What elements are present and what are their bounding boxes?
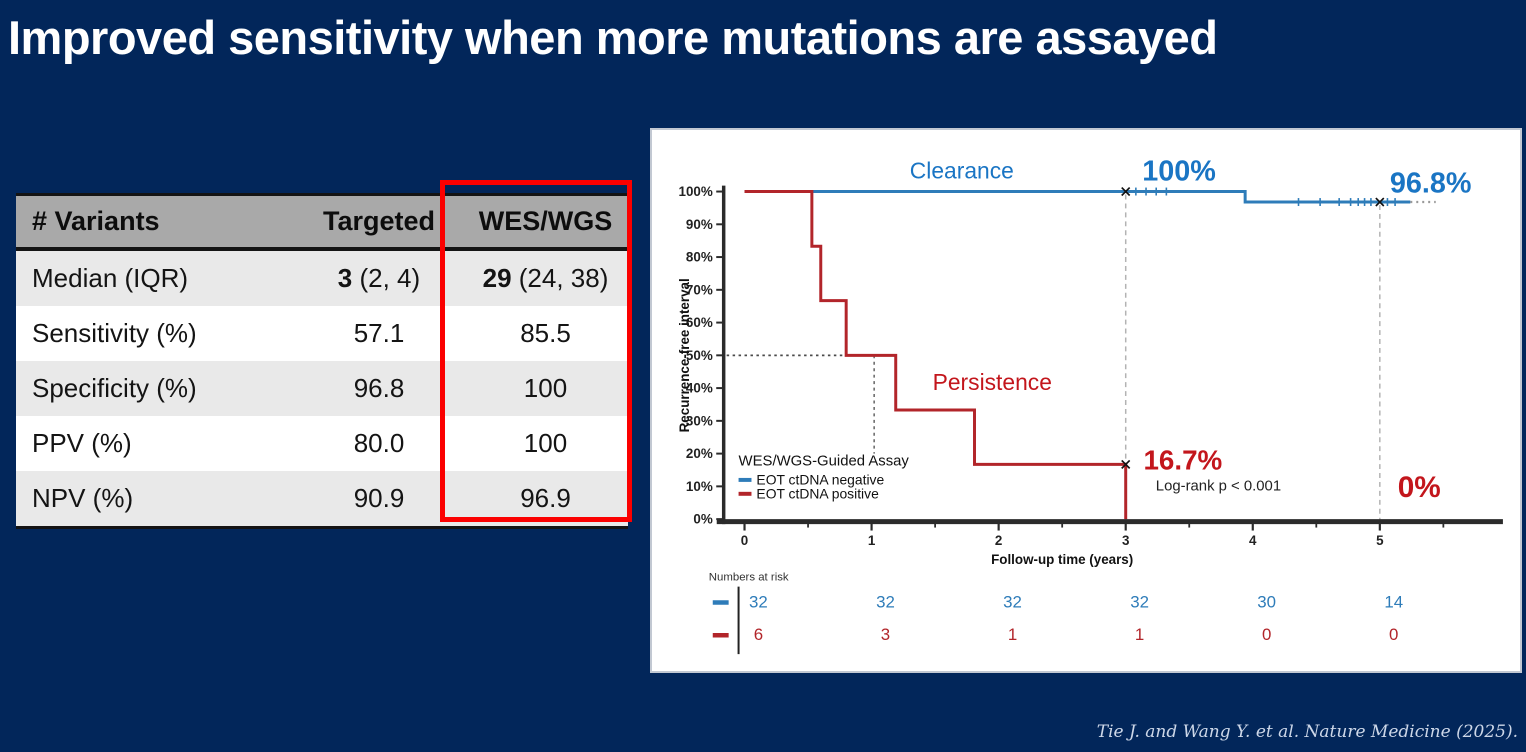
legend-item-label: EOT ctDNA positive [756,485,879,501]
svg-text:80%: 80% [686,250,713,265]
risk-count: 0 [1262,625,1271,644]
median-weswgs-iqr: (24, 38) [511,263,609,293]
persistence-curve-label: Persistence [933,369,1052,395]
risk-count: 0 [1389,625,1398,644]
clearance-3yr-value: 100% [1142,156,1216,188]
table-header-row: # Variants Targeted WES/WGS [16,194,628,251]
svg-text:3: 3 [1122,533,1129,548]
svg-text:10%: 10% [686,479,713,494]
citation: Tie J. and Wang Y. et al. Nature Medicin… [1096,722,1518,742]
persistence-3yr-value: 16.7% [1143,444,1222,475]
median-reference-lines [726,354,875,454]
svg-text:30%: 30% [686,413,713,428]
row-label: Specificity (%) [16,361,295,416]
median-targeted-bold: 3 [337,263,353,293]
risk-count: 32 [1003,592,1022,611]
median-weswgs-bold: 29 [482,263,512,293]
svg-text:2: 2 [995,533,1002,548]
censor-x-mark [1375,197,1385,207]
svg-text:0%: 0% [693,512,712,527]
row-label: NPV (%) [16,471,295,528]
risk-count: 32 [876,592,895,611]
svg-text:4: 4 [1249,533,1257,548]
risk-count: 3 [881,625,890,644]
col-header-targeted: Targeted [295,194,463,251]
targeted-value: 90.9 [295,471,463,528]
targeted-value: 80.0 [295,416,463,471]
risk-count: 6 [754,625,763,644]
weswgs-value: 29 (24, 38) [463,249,628,306]
svg-text:70%: 70% [686,282,713,297]
col-header-weswgs: WES/WGS [463,194,628,251]
pvalue: Log-rank p < 0.001 [1156,478,1281,494]
table-row: Specificity (%) 96.8 100 [16,361,628,416]
targeted-value: 96.8 [295,361,463,416]
svg-text:40%: 40% [686,381,713,396]
censor-x-mark [1121,186,1131,197]
legend-title: WES/WGS-Guided Assay [739,454,910,470]
risk-count: 1 [1135,625,1144,644]
risk-count: 30 [1257,592,1276,611]
risk-table: Numbers at risk 32 32 32 32 30 14 6 3 1 1 0 0 [709,572,1403,655]
x-axis-label: Follow-up time (years) [991,552,1133,567]
axes: 0% 10% 20% 30% 40% 50% 60% 70% 80% 90% 100% 0 1 2 3 4 5 F… [677,184,1503,567]
y-axis-label: Recurrence-free interval [677,278,692,432]
annotations: Clearance 100% 96.8% Persistence 16.7% 0% Log-… [910,156,1472,504]
table-row: PPV (%) 80.0 100 [16,416,628,471]
legend-item-label: EOT ctDNA negative [756,471,884,487]
km-chart: 0%10%20%30%40%50%60%70%80%90%100%0 1 2 3 4 5F… [677,156,1503,655]
weswgs-highlight-box [440,180,632,522]
targeted-value: 57.1 [295,306,463,361]
clearance-curve-label: Clearance [910,157,1014,183]
km-curve-clearance [744,186,1436,207]
censor-x-mark [1121,459,1131,469]
weswgs-value: 100 [463,416,628,471]
risk-count: 14 [1384,592,1403,611]
risk-count: 1 [1008,625,1017,644]
svg-text:1: 1 [868,533,876,548]
svg-text:100%: 100% [679,184,713,199]
weswgs-value: 100 [463,361,628,416]
persistence-5yr-value: 0% [1398,471,1441,504]
row-label: Median (IQR) [16,249,295,306]
median-targeted-iqr: (2, 4) [352,263,421,293]
risk-count: 32 [1130,592,1149,611]
km-curve-persistence [744,190,1131,520]
table-row: Sensitivity (%) 57.1 85.5 [16,306,628,361]
svg-text:90%: 90% [686,217,713,232]
row-label: PPV (%) [16,416,295,471]
svg-text:50%: 50% [686,348,713,363]
table-row: Median (IQR) 3 (2, 4) 29 (24, 38) [16,249,628,306]
svg-text:60%: 60% [686,315,713,330]
svg-text:0: 0 [741,533,748,548]
targeted-value: 3 (2, 4) [295,249,463,306]
clearance-5yr-value: 96.8% [1390,168,1472,200]
km-chart-panel: 0% 10% 20% 30% 40% 50% 60% 70% 80% 90% 100% 0 1 2 3 4 5 F… [650,128,1522,673]
row-label: Sensitivity (%) [16,306,295,361]
risk-count: 32 [749,592,768,611]
risk-table-label: Numbers at risk [709,572,789,584]
weswgs-value: 85.5 [463,306,628,361]
svg-text:20%: 20% [686,446,713,461]
svg-text:5: 5 [1376,533,1384,548]
col-header-variants: # Variants [16,194,295,251]
slide-title: Improved sensitivity when more mutations… [8,11,1218,64]
